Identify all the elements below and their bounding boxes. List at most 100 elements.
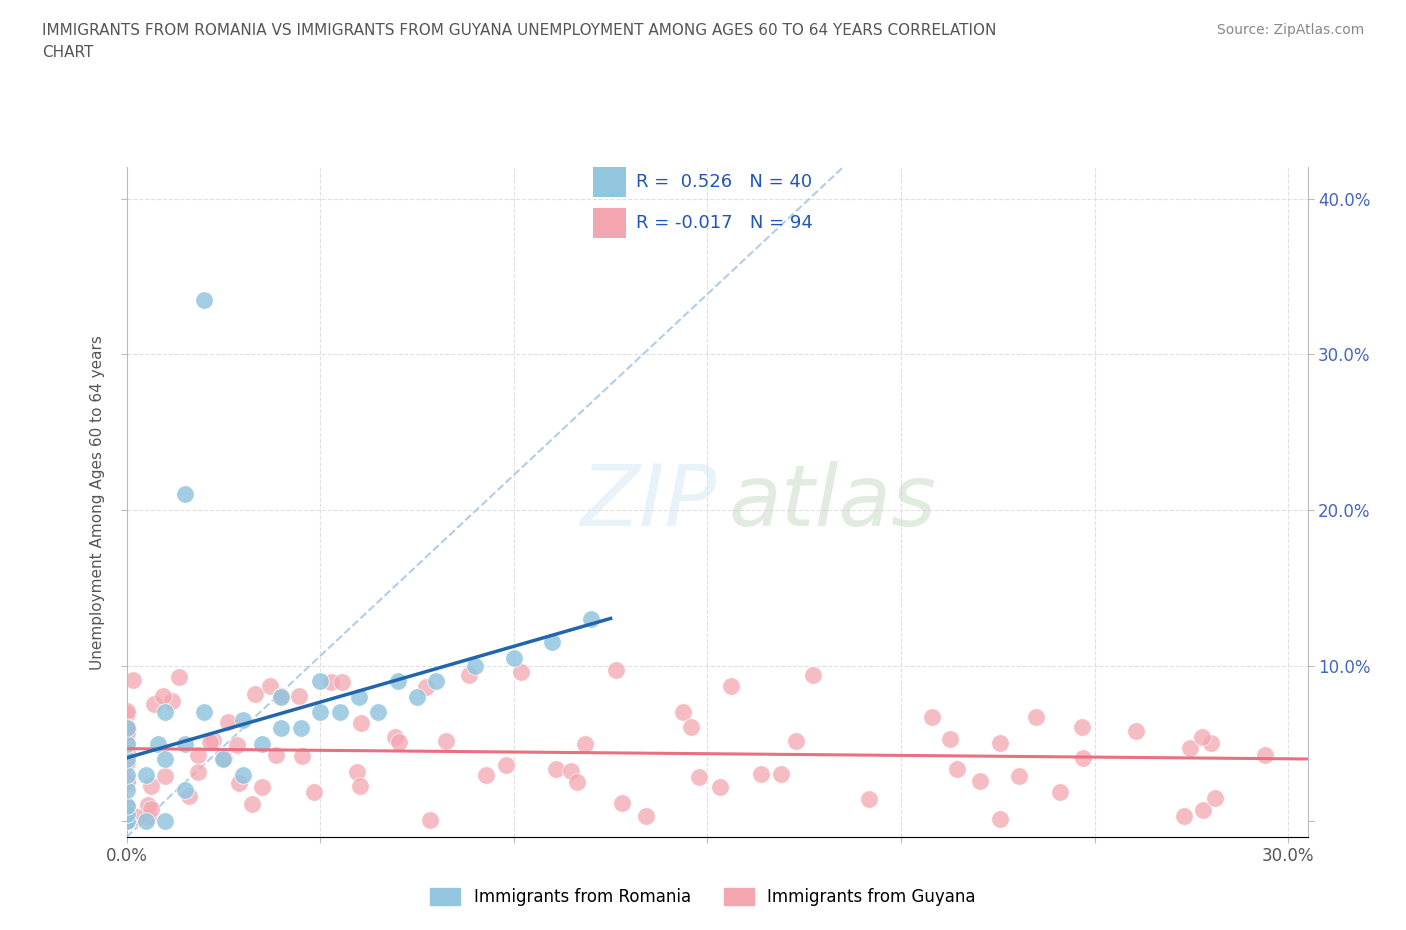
Point — [720, 678, 742, 693]
Point — [288, 689, 311, 704]
Point — [1071, 751, 1094, 765]
Point — [434, 733, 457, 748]
Point — [115, 799, 138, 814]
Point — [290, 721, 312, 736]
Point — [139, 778, 162, 793]
Point — [1125, 724, 1147, 738]
Point — [226, 737, 249, 752]
Point — [270, 689, 292, 704]
Point — [270, 721, 292, 736]
Point — [406, 689, 429, 704]
Point — [1071, 719, 1094, 734]
Point — [347, 689, 370, 704]
Point — [415, 680, 437, 695]
Point — [328, 705, 350, 720]
Point — [115, 774, 138, 789]
Point — [115, 814, 138, 829]
Point — [162, 694, 184, 709]
Point — [115, 806, 138, 821]
Point — [330, 674, 353, 689]
Point — [115, 744, 138, 759]
Point — [198, 735, 221, 750]
Point — [155, 814, 177, 829]
Point — [135, 814, 157, 829]
Point — [636, 808, 658, 823]
Point — [115, 724, 138, 738]
Point — [309, 705, 332, 720]
Text: atlas: atlas — [728, 460, 936, 544]
FancyBboxPatch shape — [593, 167, 627, 197]
Point — [232, 767, 254, 782]
Point — [509, 664, 531, 679]
Point — [139, 802, 162, 817]
Point — [240, 797, 263, 812]
Point — [153, 769, 176, 784]
Point — [349, 778, 371, 793]
Point — [610, 795, 633, 810]
Point — [785, 734, 807, 749]
Point — [115, 703, 138, 718]
Point — [187, 748, 209, 763]
Point — [302, 785, 325, 800]
Point — [1204, 790, 1226, 805]
Point — [425, 674, 447, 689]
Point — [115, 707, 138, 722]
Point — [187, 765, 209, 780]
Point — [217, 715, 239, 730]
Point — [419, 813, 441, 828]
Point — [495, 757, 517, 772]
Point — [921, 710, 943, 724]
Point — [1201, 736, 1223, 751]
Point — [387, 674, 409, 689]
Point — [567, 775, 589, 790]
Point — [988, 735, 1011, 750]
Point — [201, 733, 224, 748]
Point — [173, 783, 195, 798]
Point — [152, 688, 174, 703]
Point — [115, 783, 138, 798]
Point — [1025, 710, 1047, 724]
Point — [291, 749, 314, 764]
Point — [475, 767, 498, 782]
Point — [115, 721, 138, 736]
Text: CHART: CHART — [42, 45, 94, 60]
Point — [115, 737, 138, 751]
Point — [1008, 768, 1031, 783]
Point — [228, 776, 250, 790]
Point — [125, 809, 148, 824]
Point — [259, 678, 281, 693]
Point — [560, 764, 582, 778]
Point — [1254, 747, 1277, 762]
Point — [367, 705, 389, 720]
Point — [115, 776, 138, 790]
Point — [135, 767, 157, 782]
Point — [232, 712, 254, 727]
Point — [1191, 729, 1213, 744]
Point — [544, 762, 567, 777]
Point — [988, 812, 1011, 827]
Point — [115, 737, 138, 751]
Point — [173, 487, 195, 502]
Point — [115, 814, 138, 829]
Text: IMMIGRANTS FROM ROMANIA VS IMMIGRANTS FROM GUYANA UNEMPLOYMENT AMONG AGES 60 TO : IMMIGRANTS FROM ROMANIA VS IMMIGRANTS FR… — [42, 23, 997, 38]
Point — [346, 764, 368, 779]
Text: R = -0.017   N = 94: R = -0.017 N = 94 — [637, 214, 813, 232]
Point — [115, 799, 138, 814]
Point — [688, 770, 710, 785]
Point — [155, 705, 177, 720]
Point — [309, 674, 332, 689]
Point — [388, 735, 411, 750]
Text: ZIP: ZIP — [581, 460, 717, 544]
Point — [167, 670, 190, 684]
Point — [672, 705, 695, 720]
Point — [250, 737, 273, 751]
Point — [801, 668, 824, 683]
Point — [458, 667, 481, 682]
Point — [250, 779, 273, 794]
Point — [212, 751, 235, 765]
Point — [115, 735, 138, 750]
Point — [1049, 784, 1071, 799]
Point — [579, 612, 602, 627]
Point — [1191, 803, 1213, 817]
Point — [193, 292, 215, 307]
